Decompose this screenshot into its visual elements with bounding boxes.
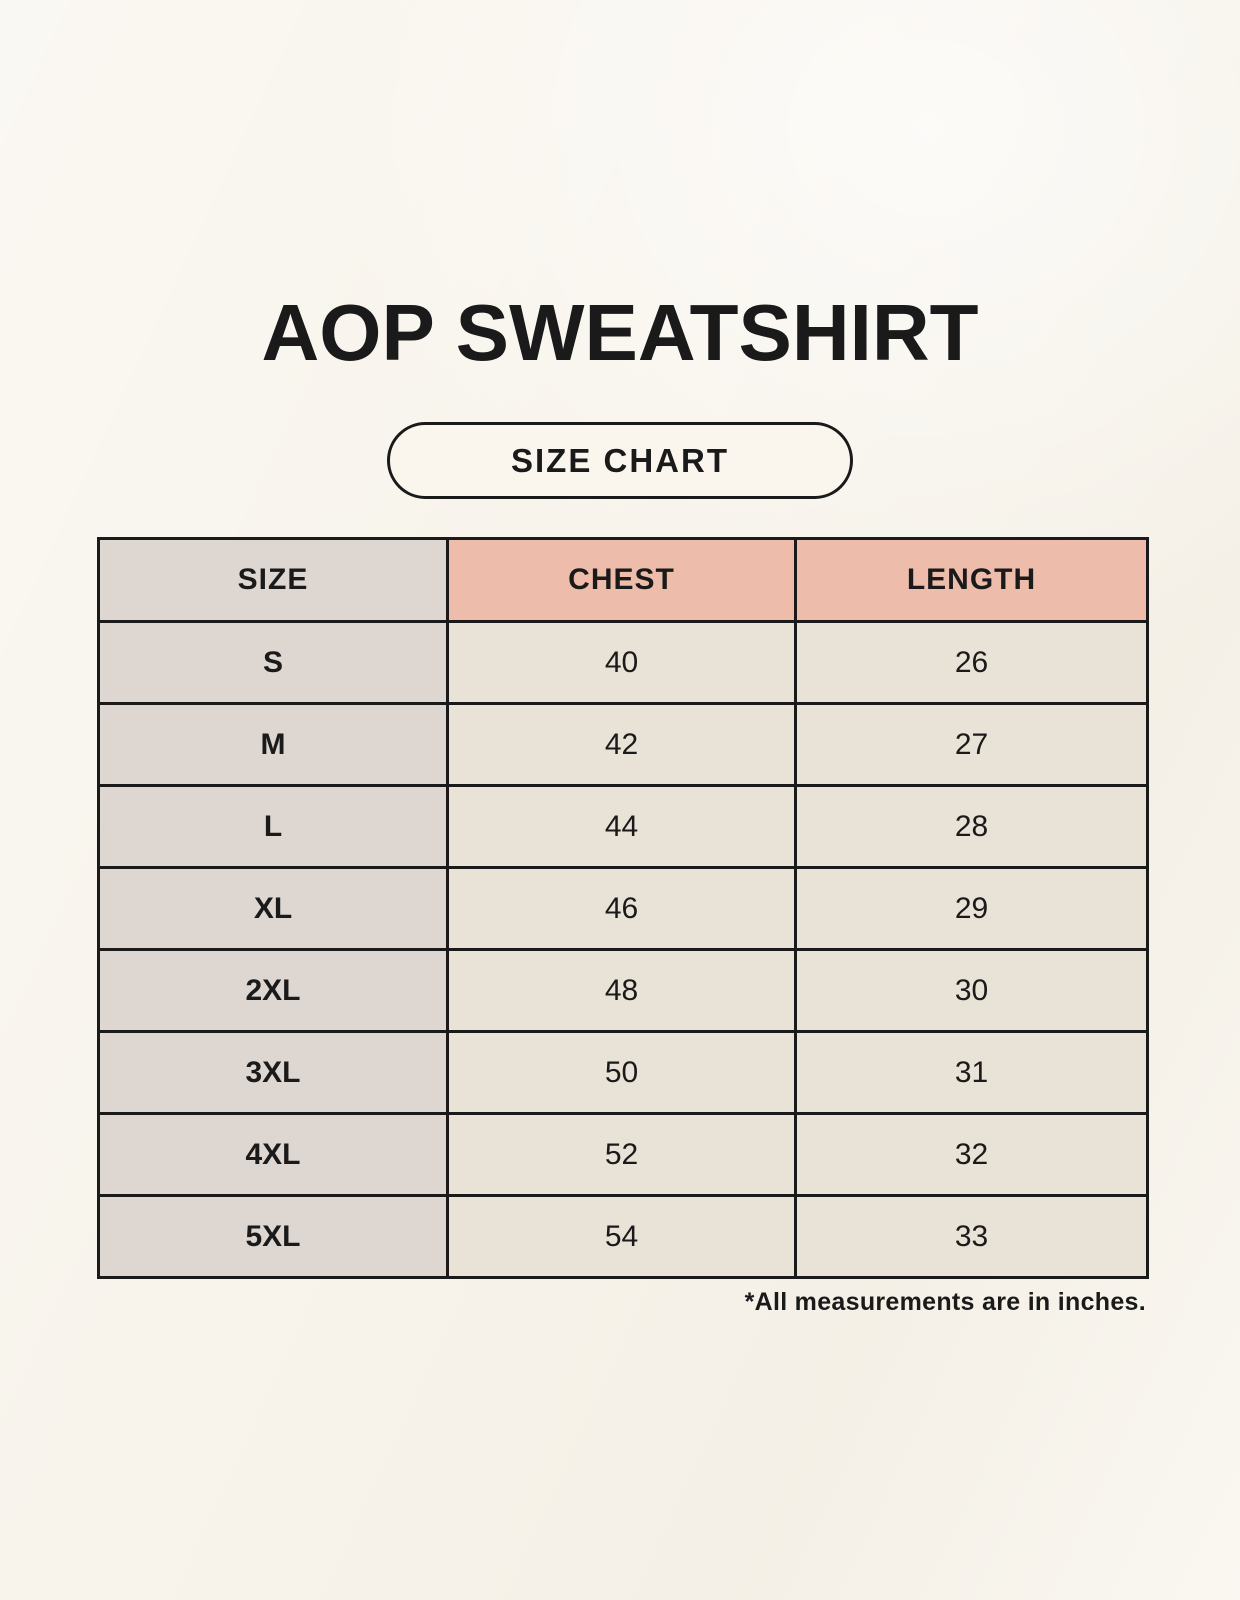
table-row: 4XL 52 32: [97, 1112, 1149, 1197]
measurements-footnote: *All measurements are in inches.: [744, 1288, 1146, 1316]
chest-value: 42: [446, 702, 797, 787]
size-chart-badge-label: SIZE CHART: [511, 441, 729, 479]
size-chart-badge: SIZE CHART: [387, 422, 853, 499]
length-value: 33: [794, 1194, 1149, 1279]
size-label: S: [97, 620, 449, 705]
chest-value: 50: [446, 1030, 797, 1115]
size-table-head: SIZE CHEST LENGTH: [97, 537, 1149, 623]
table-row: 2XL 48 30: [97, 948, 1149, 1033]
chest-value: 54: [446, 1194, 797, 1279]
length-value: 26: [794, 620, 1149, 705]
table-row: M 42 27: [97, 702, 1149, 787]
table-row: S 40 26: [97, 620, 1149, 705]
header-row: SIZE CHEST LENGTH: [97, 537, 1149, 623]
table-row: 3XL 50 31: [97, 1030, 1149, 1115]
length-value: 29: [794, 866, 1149, 951]
size-label: 3XL: [97, 1030, 449, 1115]
length-value: 28: [794, 784, 1149, 869]
column-header-length: LENGTH: [794, 537, 1149, 623]
page-title: AOP SWEATSHIRT: [261, 288, 979, 377]
table-row: XL 46 29: [97, 866, 1149, 951]
size-label: 4XL: [97, 1112, 449, 1197]
chest-value: 48: [446, 948, 797, 1033]
size-label: XL: [97, 866, 449, 951]
column-header-chest: CHEST: [446, 537, 797, 623]
length-value: 32: [794, 1112, 1149, 1197]
length-value: 27: [794, 702, 1149, 787]
length-value: 30: [794, 948, 1149, 1033]
chest-value: 46: [446, 866, 797, 951]
chest-value: 40: [446, 620, 797, 705]
size-label: L: [97, 784, 449, 869]
size-label: 2XL: [97, 948, 449, 1033]
size-label: M: [97, 702, 449, 787]
length-value: 31: [794, 1030, 1149, 1115]
chest-value: 52: [446, 1112, 797, 1197]
table-row: L 44 28: [97, 784, 1149, 869]
size-label: 5XL: [97, 1194, 449, 1279]
chest-value: 44: [446, 784, 797, 869]
table-row: 5XL 54 33: [97, 1194, 1149, 1279]
column-header-size: SIZE: [97, 537, 449, 623]
size-table-body: S 40 26 M 42 27 L 44 28 XL 46 29 2XL 48 30 3XL 50 31 4XL 52…: [97, 620, 1149, 1279]
size-table: SIZE CHEST LENGTH S 40 26 M 42 27 L 44 28 XL 46 29 2XL…: [97, 537, 1149, 1279]
